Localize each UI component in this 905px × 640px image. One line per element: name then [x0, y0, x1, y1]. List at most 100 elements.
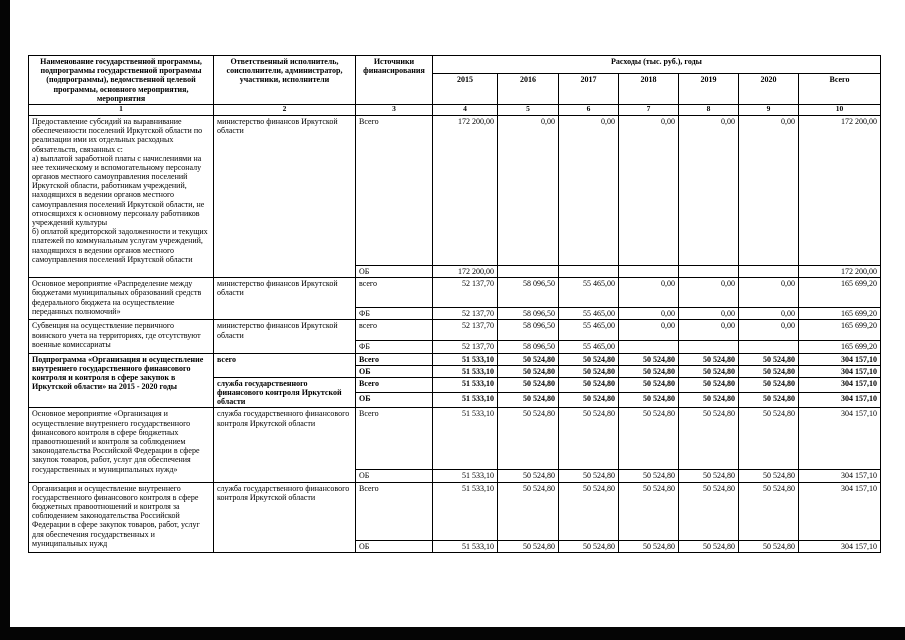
value-cell: 165 699,20 [798, 307, 881, 321]
value-cell: 304 157,10 [798, 469, 881, 483]
header-year-2018: 2018 [618, 72, 679, 105]
value-cell [678, 340, 739, 354]
value-cell: 51 533,10 [432, 392, 498, 409]
value-cell: 50 524,80 [678, 481, 739, 541]
value-cell: 50 524,80 [738, 376, 799, 394]
header-year-2015: 2015 [432, 72, 498, 105]
value-cell [738, 264, 799, 279]
value-cell: 52 137,70 [432, 340, 498, 354]
header-year-2016: 2016 [497, 72, 559, 105]
program-name-cell: Основное мероприятие «Распределение межд… [28, 277, 214, 321]
value-cell: 51 533,10 [432, 481, 498, 541]
source-cell: всего [355, 277, 433, 309]
value-cell: 172 200,00 [432, 264, 498, 279]
value-cell: 50 524,80 [497, 376, 559, 394]
value-cell [618, 340, 679, 354]
table-row: ОБ 51 533,10 50 524,80 50 524,80 50 524,… [29, 539, 881, 553]
column-number-5: 5 [497, 103, 559, 116]
column-number-3: 3 [355, 103, 433, 116]
table-row: ОБ 51 533,10 50 524,80 50 524,80 50 524,… [29, 364, 881, 378]
header-row-years: 2015 2016 2017 2018 2019 2020 Всего [29, 72, 881, 105]
value-cell: 0,00 [738, 277, 799, 309]
value-cell: 50 524,80 [738, 407, 799, 471]
value-cell: 50 524,80 [618, 392, 679, 409]
value-cell: 304 157,10 [798, 539, 881, 553]
table-row: ФБ 52 137,70 58 096,50 55 465,00 0,00 0,… [29, 307, 881, 321]
value-cell: 50 524,80 [558, 481, 619, 541]
value-cell: 304 157,10 [798, 364, 881, 378]
value-cell: 304 157,10 [798, 376, 881, 394]
source-cell: ОБ [355, 539, 433, 553]
value-cell: 0,00 [738, 114, 799, 266]
table-row: Основное мероприятие «Организация и осущ… [28, 407, 881, 483]
program-name-cell: Подпрограмма «Организация и осуществлени… [28, 352, 214, 409]
scan-edge-left [0, 0, 10, 640]
value-cell: 50 524,80 [678, 392, 739, 409]
value-cell: 0,00 [618, 114, 679, 266]
value-cell: 55 465,00 [558, 307, 619, 321]
value-cell: 50 524,80 [678, 469, 739, 483]
source-cell: ОБ [355, 364, 433, 378]
value-cell: 50 524,80 [618, 376, 679, 394]
value-cell: 51 533,10 [432, 376, 498, 394]
value-cell: 0,00 [738, 319, 799, 342]
value-cell [558, 264, 619, 279]
executor-cell: министерство финансов Иркутской области [213, 114, 356, 279]
scan-edge-bottom [0, 627, 905, 640]
value-cell: 58 096,50 [497, 340, 559, 354]
value-cell: 50 524,80 [497, 469, 559, 483]
table-row: ФБ 52 137,70 58 096,50 55 465,00 165 699… [29, 340, 881, 354]
value-cell: 50 524,80 [558, 364, 619, 378]
value-cell: 50 524,80 [558, 469, 619, 483]
value-cell: 55 465,00 [558, 319, 619, 342]
value-cell: 165 699,20 [798, 277, 881, 309]
value-cell: 50 524,80 [497, 407, 559, 471]
column-number-10: 10 [798, 103, 881, 116]
value-cell: 50 524,80 [558, 352, 619, 366]
value-cell [497, 264, 559, 279]
value-cell: 50 524,80 [738, 539, 799, 553]
table-row: Подпрограмма «Организация и осуществлени… [28, 352, 881, 409]
program-name-cell: Организация и осуществление внутреннего … [28, 481, 214, 553]
source-cell: ФБ [355, 340, 433, 354]
source-cell: всего [355, 319, 433, 342]
header-program-name: Наименование государственной программы, … [28, 55, 214, 105]
header-row-numbers: 1 2 3 4 5 6 7 8 9 10 [28, 103, 881, 116]
table-row: ОБ 51 533,10 50 524,80 50 524,80 50 524,… [29, 392, 881, 409]
header-year-2020: 2020 [738, 72, 799, 105]
header-funding-source: Источники финансирования [355, 55, 433, 105]
program-name-cell: Предоставление субсидий на выравнивание … [28, 114, 214, 279]
value-cell: 50 524,80 [618, 407, 679, 471]
table-row: Субвенция на осуществление первичного во… [28, 319, 881, 354]
source-cell: Всего [355, 481, 433, 541]
executor-cell: служба государственного финансового конт… [213, 481, 356, 553]
value-cell: 0,00 [678, 319, 739, 342]
table-row: Основное мероприятие «Распределение межд… [28, 277, 881, 321]
column-number-1: 1 [28, 103, 214, 116]
program-name-cell: Субвенция на осуществление первичного во… [28, 319, 214, 354]
value-cell: 0,00 [558, 114, 619, 266]
source-cell: Всего [355, 407, 433, 471]
value-cell: 50 524,80 [618, 352, 679, 366]
executor-cell: министерство финансов Иркутской области [213, 277, 356, 321]
value-cell: 50 524,80 [738, 392, 799, 409]
value-cell: 172 200,00 [798, 114, 881, 266]
value-cell: 0,00 [497, 114, 559, 266]
value-cell: 50 524,80 [497, 352, 559, 366]
value-cell: 304 157,10 [798, 352, 881, 366]
value-cell [618, 264, 679, 279]
value-cell: 165 699,20 [798, 340, 881, 354]
value-cell: 50 524,80 [618, 481, 679, 541]
value-cell: 50 524,80 [558, 376, 619, 394]
executor-cell: служба государственного финансового конт… [213, 407, 356, 483]
source-cell: Всего [355, 352, 433, 366]
value-cell: 55 465,00 [558, 340, 619, 354]
value-cell: 51 533,10 [432, 364, 498, 378]
source-cell: ОБ [355, 469, 433, 483]
table-row: Предоставление субсидий на выравнивание … [28, 114, 881, 279]
header-row-groups: Наименование государственной программы, … [28, 55, 881, 105]
value-cell: 58 096,50 [497, 277, 559, 309]
value-cell: 304 157,10 [798, 407, 881, 471]
value-cell: 0,00 [678, 307, 739, 321]
